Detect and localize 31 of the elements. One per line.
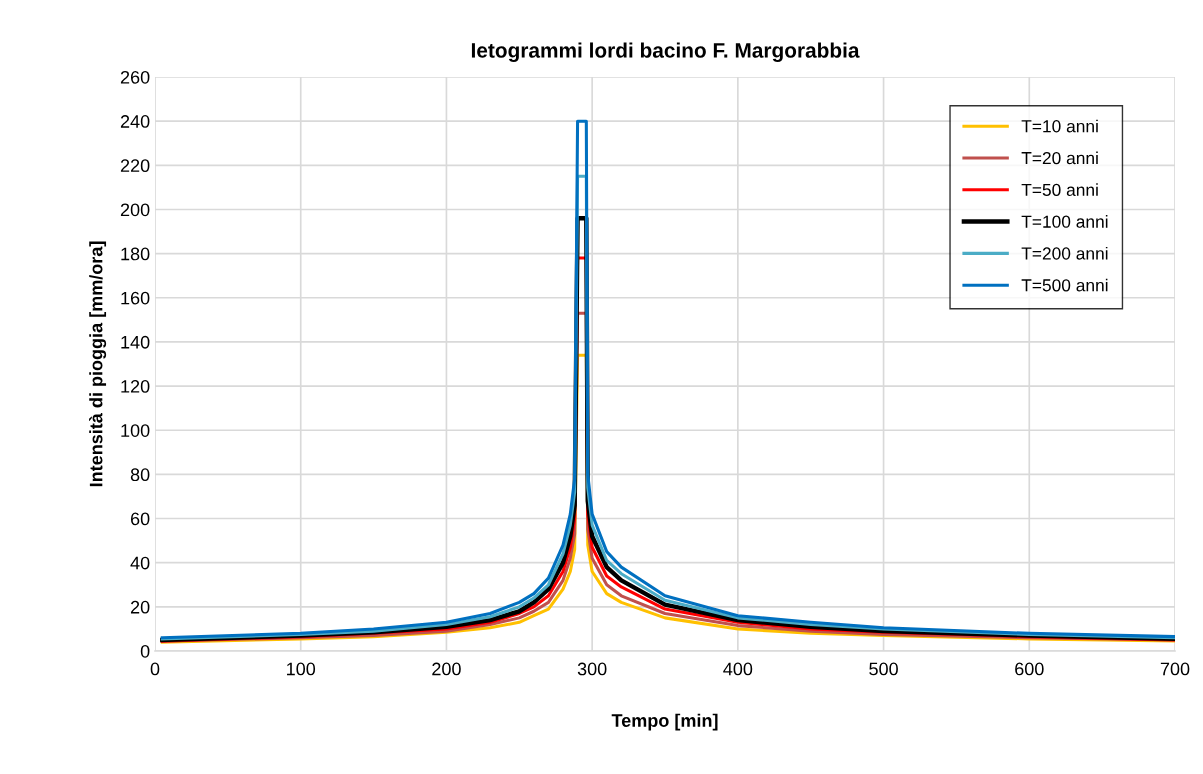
y-tick-label: 0: [140, 644, 150, 658]
y-tick-label: 240: [120, 115, 150, 128]
y-tick-label: 200: [120, 203, 150, 217]
legend-label: T=100 anni: [1021, 215, 1108, 228]
legend-label: T=10 anni: [1021, 119, 1098, 133]
chart-title: Ietogrammi lordi bacino F. Margorabbia: [471, 42, 860, 62]
x-tick-label: 500: [869, 662, 898, 676]
y-tick-label: 220: [120, 159, 150, 173]
y-tick-label: 120: [121, 380, 150, 393]
legend-label: T=200 anni: [1021, 246, 1108, 260]
x-axis-title: Tempo [min]: [611, 713, 718, 731]
x-tick-label: 100: [287, 662, 316, 676]
legend-label: T=500 anni: [1021, 278, 1108, 292]
x-tick-label: 200: [432, 662, 461, 676]
y-tick-label: 40: [130, 556, 150, 570]
y-tick-label: 60: [130, 512, 150, 526]
y-tick-label: 160: [121, 291, 150, 305]
x-tick-label: 400: [723, 662, 753, 676]
y-tick-label: 20: [130, 600, 150, 614]
y-tick-label: 80: [130, 468, 150, 482]
y-tick-label: 140: [121, 335, 150, 349]
y-axis-title: Intensità di pioggia [mm/ora]: [89, 241, 107, 487]
x-tick-label: 700: [1160, 662, 1190, 676]
y-tick-label: 260: [120, 70, 150, 84]
x-tick-label: 600: [1015, 662, 1044, 676]
legend-label: T=50 anni: [1021, 183, 1098, 197]
y-tick-label: 100: [121, 424, 150, 437]
legend-label: T=20 anni: [1021, 151, 1098, 165]
x-tick-label: 0: [150, 662, 160, 676]
x-tick-label: 300: [577, 662, 607, 676]
y-tick-label: 180: [121, 247, 150, 261]
